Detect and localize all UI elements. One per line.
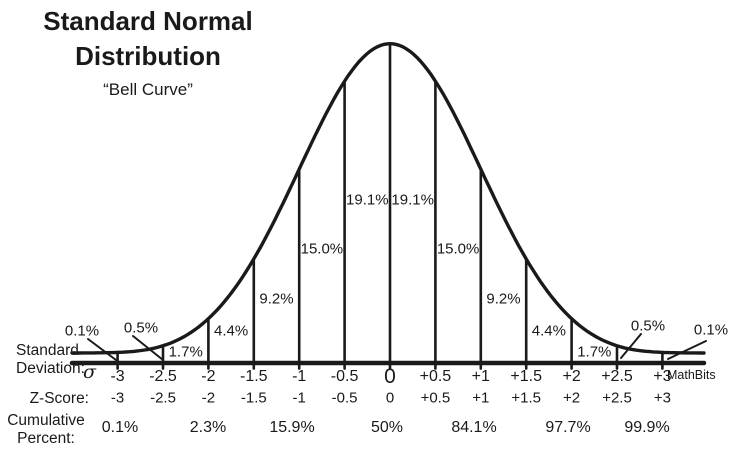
z-score-tick-value: +1.5: [511, 389, 541, 407]
cumulative-percent-value: 50%: [370, 419, 404, 436]
segment-percent-label: 4.4%: [531, 322, 566, 340]
sd-tick-value: -1: [292, 368, 307, 385]
cumulative-percent-value: 2.3%: [189, 419, 227, 436]
cumulative-percent-label-line-1: Cumulative: [7, 412, 85, 429]
segment-percent-label: 15.0%: [436, 240, 480, 258]
sd-axis-label-line-1: Standard: [16, 342, 79, 359]
sd-tick-value: +3: [653, 368, 672, 385]
normal-curve: [70, 41, 706, 355]
sd-tick-value: +0.5: [419, 368, 452, 385]
callout-line: [132, 335, 164, 361]
callout-line: [87, 338, 117, 361]
z-score-tick-value: -2.5: [150, 389, 176, 407]
segment-percent-callout: 0.1%: [64, 322, 100, 340]
z-score-tick-value: -2: [201, 389, 216, 407]
segment-percent-label: 9.2%: [486, 290, 521, 308]
callout-line: [667, 340, 707, 360]
title-line-2: Distribution: [75, 41, 221, 71]
cumulative-percent-value: 0.1%: [101, 419, 139, 436]
segment-percent-callout: 0.1%: [693, 321, 729, 339]
sd-tick-value: 0: [384, 365, 396, 388]
cumulative-percent-label: Cumulative Percent:: [2, 412, 90, 447]
cumulative-percent-label-line-2: Percent:: [17, 429, 75, 447]
sd-tick-value: +2.5: [601, 368, 633, 385]
z-score-tick-value: 0: [385, 389, 395, 407]
sd-tick-value: -2.5: [149, 368, 177, 385]
sd-axis-label-line-2: Deviation:: [16, 359, 85, 377]
z-score-tick-value: +0.5: [420, 389, 451, 407]
z-score-tick-value: +2.5: [602, 389, 632, 407]
watermark: MathBits: [667, 368, 716, 382]
cumulative-percent-value: 84.1%: [451, 419, 497, 436]
z-score-tick-value: +3: [653, 389, 671, 407]
segment-percent-label: 1.7%: [168, 343, 203, 361]
segment-percent-label: 1.7%: [577, 343, 612, 361]
segment-percent-label: 19.1%: [346, 191, 389, 209]
callout-line: [620, 333, 642, 359]
z-score-tick-value: -0.5: [331, 389, 358, 407]
z-score-tick-value: -1: [292, 389, 306, 407]
sigma-symbol: σ: [83, 361, 96, 383]
sd-tick-value: -2: [201, 368, 216, 385]
sd-tick-value: +1: [471, 368, 490, 385]
z-score-tick-value: +1: [472, 389, 490, 407]
segment-percent-callout: 0.5%: [123, 319, 159, 337]
chart-subtitle: “Bell Curve”: [103, 80, 193, 99]
sd-tick-value: -1.5: [240, 368, 268, 385]
segment-percent-callout: 0.5%: [630, 317, 666, 335]
sd-axis-label: Standard Deviation:: [16, 342, 85, 377]
sd-tick-value: -3: [110, 368, 125, 385]
cumulative-percent-value: 15.9%: [269, 419, 315, 436]
segment-percent-label: 9.2%: [259, 290, 294, 308]
segment-percent-label: 19.1%: [391, 191, 434, 209]
z-score-tick-value: -1.5: [240, 389, 267, 407]
chart-title: Standard Normal Distribution “Bell Curve…: [28, 4, 268, 100]
cumulative-percent-value: 99.9%: [624, 419, 670, 436]
segment-percent-label: 4.4%: [213, 322, 249, 340]
segment-percent-label: 15.0%: [300, 240, 344, 258]
sd-tick-value: +2: [562, 368, 581, 385]
z-score-axis-label: Z-Score:: [29, 390, 89, 407]
z-score-tick-value: +2: [563, 389, 581, 407]
sd-tick-value: -0.5: [330, 368, 359, 385]
cumulative-percent-value: 97.7%: [545, 419, 591, 436]
sd-tick-value: +1.5: [510, 368, 542, 385]
title-line-1: Standard Normal: [43, 6, 253, 36]
z-score-tick-value: -3: [110, 389, 125, 407]
